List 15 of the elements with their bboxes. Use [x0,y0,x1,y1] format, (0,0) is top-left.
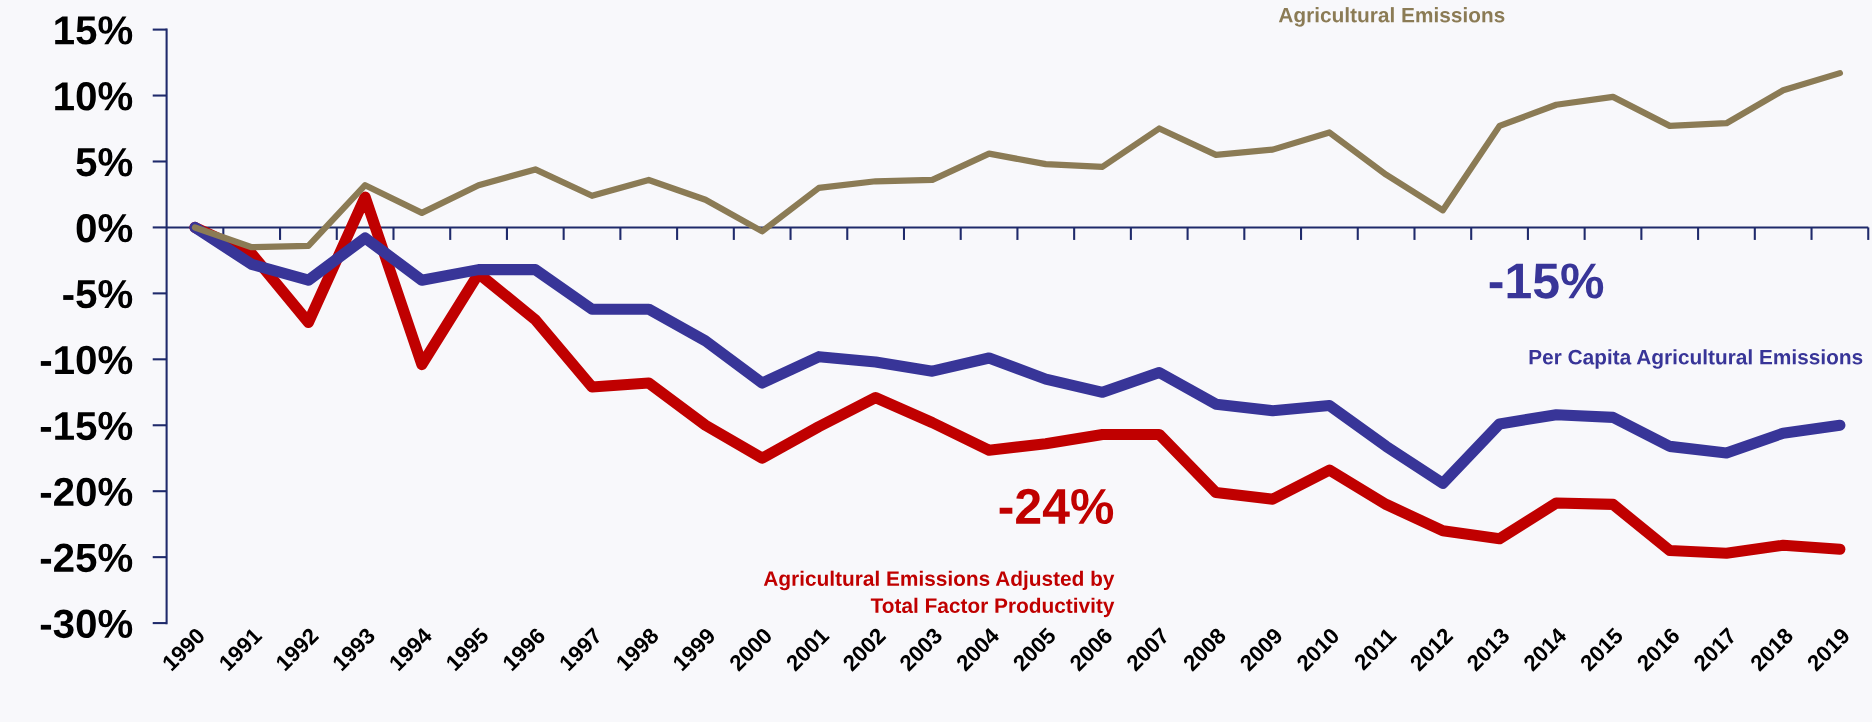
y-tick-label: -30% [40,609,133,639]
y-tick-label: 5% [76,148,133,177]
annotation: -15% [1489,263,1604,299]
y-tick-label: -25% [40,543,133,573]
text: Per Capita Agricultural Emissions [1529,349,1863,369]
y-tick-label: 0% [76,213,133,243]
y-tick-label: -10% [40,345,133,375]
y-tick-label: -15% [40,411,133,441]
text: Agricultural Emissions [1278,7,1505,27]
y-tick-label: -20% [40,477,133,507]
annotation: -24% [999,488,1114,525]
y-tick-label: 15% [55,16,133,45]
y-tick-label: -5% [63,279,133,309]
y-tick-label: 10% [55,82,133,111]
text: Agricultural Emissions Adjusted by Total Factor Productivity [763,570,1115,618]
